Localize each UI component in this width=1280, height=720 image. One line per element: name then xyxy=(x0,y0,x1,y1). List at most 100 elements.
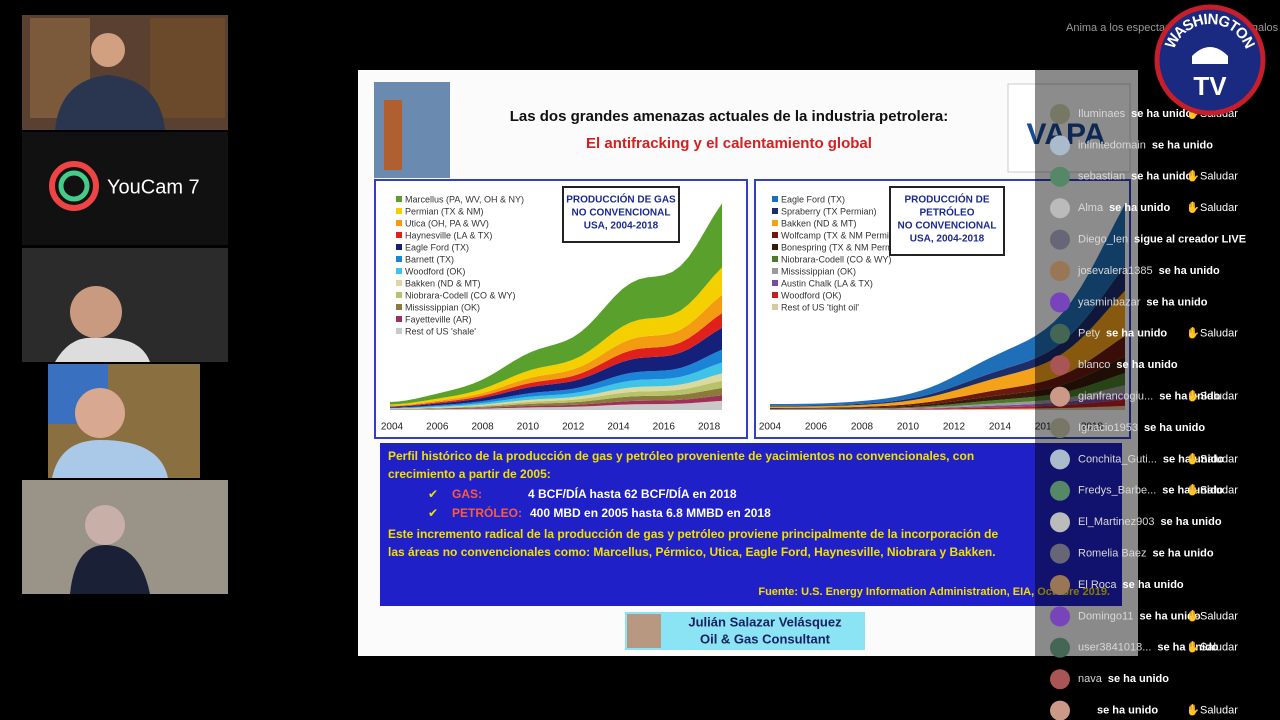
greet-label[interactable]: Saludar xyxy=(1200,642,1238,654)
legend-swatch xyxy=(396,208,402,214)
greet-button[interactable]: ✋Saludar xyxy=(1186,201,1238,214)
legend-swatch xyxy=(772,280,778,286)
chat-panel xyxy=(1035,0,1280,720)
bookshelf xyxy=(150,18,225,118)
summary-text: crecimiento a partir de 2005: xyxy=(388,467,551,481)
chat-action: se ha unido xyxy=(1123,579,1184,591)
legend-label: Bakken (ND & MT) xyxy=(405,278,481,288)
avatar xyxy=(1050,669,1070,690)
body xyxy=(55,337,150,362)
area-layer xyxy=(390,349,722,409)
chat-action: se ha unido xyxy=(1144,422,1205,434)
x-label: 2014 xyxy=(989,422,1012,433)
face xyxy=(70,286,122,338)
area-layer xyxy=(770,204,1125,406)
chat-username: blanco xyxy=(1078,359,1110,371)
summary-text: Este incremento radical de la producción… xyxy=(388,527,998,541)
youcam-label: YouCam 7 xyxy=(107,176,200,198)
avatar xyxy=(1050,386,1070,407)
greet-button[interactable]: ✋Saludar xyxy=(1186,484,1238,497)
summary-text: Perfil histórico de la producción de gas… xyxy=(388,449,974,463)
greet-button[interactable]: ✋Saludar xyxy=(1186,609,1238,622)
greet-label[interactable]: Saludar xyxy=(1200,610,1238,622)
x-label: 2016 xyxy=(1035,422,1058,433)
chat-username: nava xyxy=(1078,673,1103,685)
chat-username: Diego_Ien xyxy=(1078,234,1128,246)
capitol-icon xyxy=(1192,47,1228,64)
area-layer xyxy=(390,380,722,410)
chat-action: se ha unido xyxy=(1152,139,1213,151)
youcam-icon xyxy=(58,170,90,202)
legend-swatch xyxy=(396,256,402,262)
author-box xyxy=(625,612,865,650)
logo-bottom: TV xyxy=(1193,71,1227,101)
area-layer xyxy=(390,400,722,410)
greet-button[interactable]: ✋Saludar xyxy=(1186,170,1238,183)
legend-label: Bonespring (TX & NM Permian) xyxy=(781,242,908,252)
face xyxy=(75,388,125,438)
x-label: 2004 xyxy=(759,422,782,433)
legend-swatch xyxy=(772,208,778,214)
author-name: Julián Salazar Velásquez xyxy=(688,614,842,629)
hand-icon: ✋ xyxy=(1186,704,1200,717)
x-label: 2008 xyxy=(471,422,494,433)
x-label: 2010 xyxy=(517,422,540,433)
area-layer xyxy=(770,399,1125,410)
chat-username: Iluminaes xyxy=(1078,108,1126,120)
greet-button[interactable]: ✋Saludar xyxy=(1186,327,1238,340)
x-label: 2018 xyxy=(1081,422,1104,433)
legend-swatch xyxy=(396,196,402,202)
legend-swatch xyxy=(396,292,402,298)
greet-label[interactable]: Saludar xyxy=(1200,202,1238,214)
greet-button[interactable]: ✋Saludar xyxy=(1186,452,1238,465)
avatar xyxy=(1050,449,1070,470)
area-layer xyxy=(770,405,1125,410)
chat-action: se ha unido xyxy=(1139,610,1200,622)
chart-title: PRODUCCIÓN DE GAS xyxy=(566,193,676,206)
chat-username: Conchita_Guti... xyxy=(1078,453,1157,465)
x-label: 2006 xyxy=(805,422,828,433)
legend-label: Eagle Ford (TX) xyxy=(405,242,469,252)
chart-title: NO CONVENCIONAL xyxy=(572,208,671,219)
hand-icon: ✋ xyxy=(1186,201,1200,214)
avatar xyxy=(1050,292,1070,313)
x-label: 2006 xyxy=(426,422,449,433)
chat-username: infinitedomain xyxy=(1078,139,1146,151)
chat-username: Domingo11 xyxy=(1078,610,1133,622)
x-label: 2010 xyxy=(897,422,920,433)
greet-label[interactable]: Saludar xyxy=(1200,391,1238,403)
legend-label: Wolfcamp (TX & NM Permian) xyxy=(781,230,902,240)
greet-label[interactable]: Saludar xyxy=(1200,328,1238,340)
legend-swatch xyxy=(396,232,402,238)
oil-chart: Eagle Ford (TX) Spraberry (TX Permian) Bak… xyxy=(759,186,1125,433)
legend-label: Woodford (OK) xyxy=(405,266,465,276)
greet-button[interactable]: ✋Saludar xyxy=(1186,704,1238,717)
chat-action: se ha unido xyxy=(1159,391,1220,403)
greet-button[interactable]: ✋Saludar xyxy=(1186,390,1238,403)
check-mark: ✔ xyxy=(428,487,438,501)
chat-action: se ha unido xyxy=(1157,642,1218,654)
avatar xyxy=(1050,261,1070,281)
avatar xyxy=(1050,166,1070,187)
chart-title: USA, 2004-2018 xyxy=(584,221,659,232)
hand-icon: ✋ xyxy=(1186,609,1200,622)
hand-icon: ✋ xyxy=(1186,452,1200,465)
greet-label[interactable]: Saludar xyxy=(1200,171,1238,183)
legend-swatch xyxy=(772,232,778,238)
greet-label[interactable]: Saludar xyxy=(1200,705,1238,717)
chat-action: se ha unido xyxy=(1152,548,1213,560)
summary-text: las áreas no convencionales como: Marcel… xyxy=(388,545,996,559)
item-text: 400 MBD en 2005 hasta 6.8 MMBD en 2018 xyxy=(530,506,771,520)
item-label: PETRÓLEO: xyxy=(452,505,522,520)
greet-label[interactable]: Saludar xyxy=(1200,453,1238,465)
area-layer xyxy=(770,393,1125,410)
legend-label: Eagle Ford (TX) xyxy=(781,194,845,204)
legend-label: Niobrara-Codell (CO & WY) xyxy=(405,290,516,300)
area-layer xyxy=(390,388,722,410)
legend-label: Rest of US 'tight oil' xyxy=(781,302,859,312)
greet-button[interactable]: ✋Saludar xyxy=(1186,641,1238,654)
legend-swatch xyxy=(396,244,402,250)
chat-action: sigue al creador LIVE xyxy=(1134,234,1246,246)
greet-label[interactable]: Saludar xyxy=(1200,485,1238,497)
area-layer xyxy=(390,362,722,409)
